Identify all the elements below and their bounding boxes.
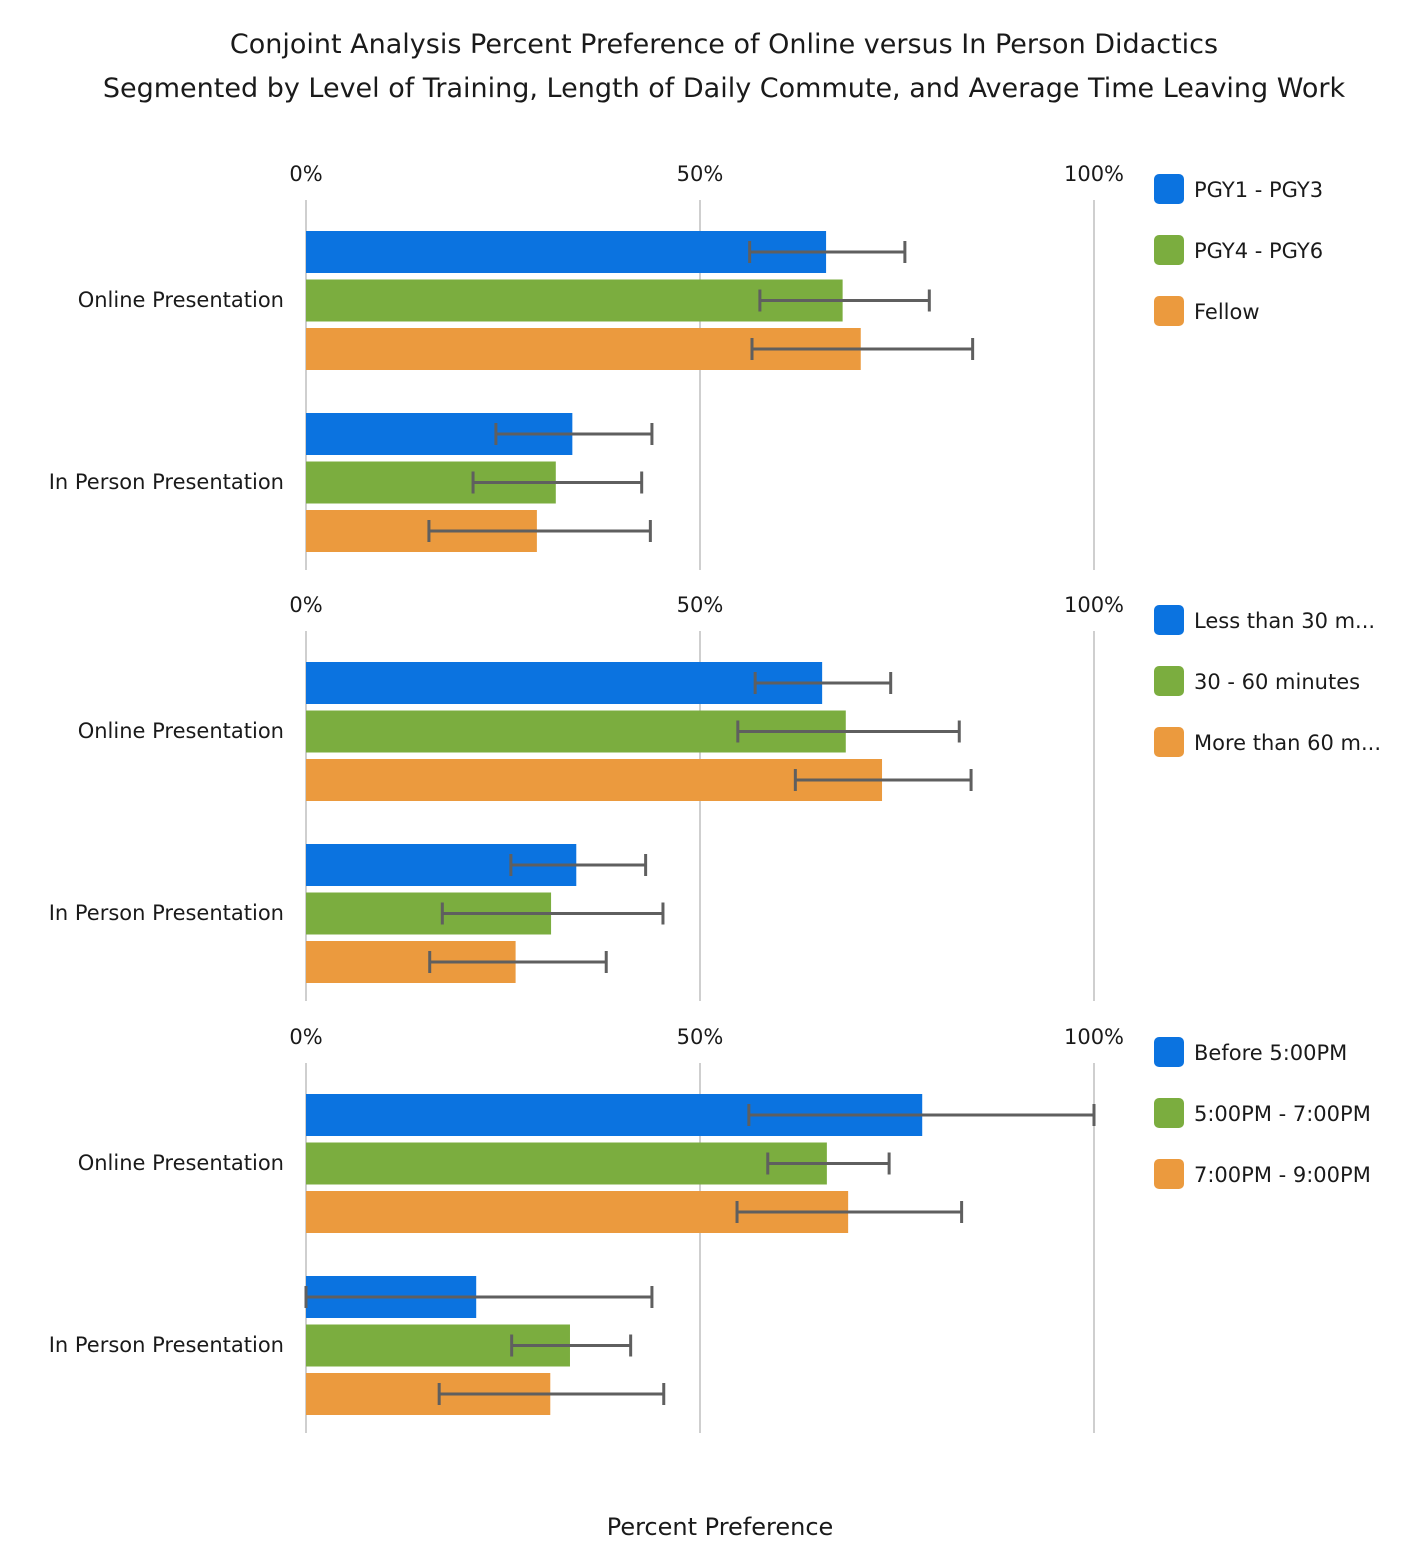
legend-label: 7:00PM - 9:00PM [1194, 1163, 1371, 1187]
legend-swatch [1154, 296, 1184, 326]
legend-label: 30 - 60 minutes [1194, 670, 1360, 694]
legend-label: PGY1 - PGY3 [1194, 178, 1323, 202]
legend-swatch [1154, 666, 1184, 696]
chart-title-line-2: Segmented by Level of Training, Length o… [103, 73, 1346, 104]
x-tick-label: 100% [1064, 162, 1124, 186]
category-label: Online Presentation [78, 719, 284, 743]
legend-swatch [1154, 1159, 1184, 1189]
legend-label: 5:00PM - 7:00PM [1194, 1102, 1371, 1126]
legend-swatch [1154, 1037, 1184, 1067]
x-tick-label: 100% [1064, 1025, 1124, 1049]
x-tick-label: 0% [289, 162, 322, 186]
category-label: In Person Presentation [49, 470, 284, 494]
panel-3: 0% 50% 100% Online Presentation In Person Pr… [49, 1025, 1371, 1433]
bar [306, 662, 823, 704]
legend-swatch [1154, 727, 1184, 757]
legend-label: Less than 30 m... [1194, 609, 1375, 633]
x-tick-label: 50% [677, 162, 724, 186]
category-label: Online Presentation [78, 288, 284, 312]
legend-swatch [1154, 605, 1184, 635]
category-label: In Person Presentation [49, 901, 284, 925]
bar [306, 231, 827, 273]
x-tick-label: 100% [1064, 593, 1124, 617]
legend-swatch [1154, 235, 1184, 265]
legend-label: PGY4 - PGY6 [1194, 239, 1323, 263]
x-tick-label: 0% [289, 593, 322, 617]
category-label: In Person Presentation [49, 1333, 284, 1357]
legend-label: Fellow [1194, 300, 1260, 324]
panel-1: 0% 50% 100% Online Presentation In Person Pr… [49, 162, 1323, 570]
legend-swatch [1154, 174, 1184, 204]
bar [306, 1142, 827, 1185]
chart-title-line-1: Conjoint Analysis Percent Preference of … [230, 29, 1218, 60]
bar [306, 279, 843, 322]
category-label: Online Presentation [78, 1151, 284, 1175]
x-tick-label: 50% [677, 593, 724, 617]
legend-swatch [1154, 1098, 1184, 1128]
bar [306, 759, 883, 801]
x-tick-label: 50% [677, 1025, 724, 1049]
x-tick-label: 0% [289, 1025, 322, 1049]
legend-label: Before 5:00PM [1194, 1041, 1347, 1065]
x-axis-label: Percent Preference [607, 1513, 834, 1541]
panel-2: 0% 50% 100% Online Presentation In Person Pr… [49, 593, 1381, 1001]
legend-label: More than 60 m... [1194, 731, 1381, 755]
